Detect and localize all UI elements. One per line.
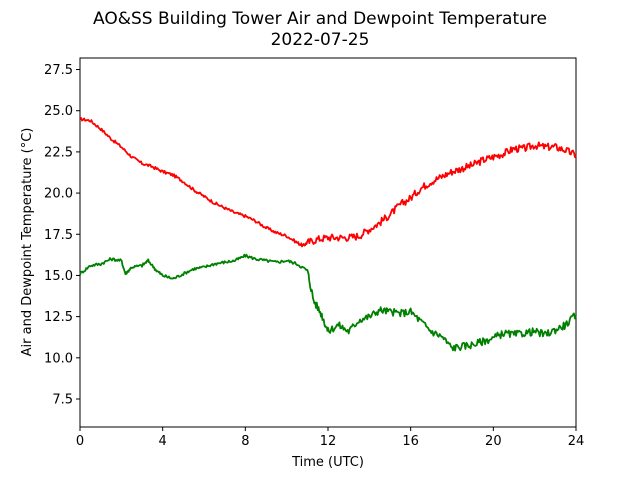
plot-frame <box>79 57 577 428</box>
x-axis-ticks: 0 4 8 12 16 20 24 <box>76 427 584 449</box>
y-tick-label-8: 27.5 <box>44 63 73 78</box>
x-tick-label-5: 20 <box>485 434 502 449</box>
series-layer <box>79 116 577 352</box>
series-line-0 <box>79 116 577 248</box>
series-line-1 <box>79 253 577 352</box>
chart-title: AO&SS Building Tower Air and Dewpoint Te… <box>93 9 547 29</box>
x-tick-label-0: 0 <box>76 434 84 449</box>
x-tick-label-1: 4 <box>159 434 167 449</box>
y-tick-label-5: 20.0 <box>44 187 73 202</box>
y-tick-label-3: 15.0 <box>44 269 73 284</box>
y-tick-label-2: 12.5 <box>44 310 73 325</box>
y-axis-ticks: 7.5 10.0 12.5 15.0 17.5 20.0 22.5 25.0 27.5 <box>44 63 80 407</box>
y-tick-label-1: 10.0 <box>44 351 73 366</box>
plot-area: 0 4 8 12 16 20 24 7.5 10.0 12.5 15.0 17.5 20.0 22.5 2… <box>44 57 584 449</box>
x-tick-label-4: 16 <box>402 434 419 449</box>
x-tick-label-3: 12 <box>320 434 337 449</box>
y-tick-label-7: 25.0 <box>44 104 73 119</box>
x-tick-label-2: 8 <box>241 434 249 449</box>
y-axis-label: Air and Dewpoint Temperature (°C) <box>20 128 35 357</box>
y-tick-label-6: 22.5 <box>44 145 73 160</box>
y-tick-label-4: 17.5 <box>44 228 73 243</box>
x-axis-label: Time (UTC) <box>291 455 364 470</box>
x-tick-label-6: 24 <box>568 434 585 449</box>
chart-subtitle: 2022-07-25 <box>271 30 370 50</box>
y-tick-label-0: 7.5 <box>52 392 73 407</box>
